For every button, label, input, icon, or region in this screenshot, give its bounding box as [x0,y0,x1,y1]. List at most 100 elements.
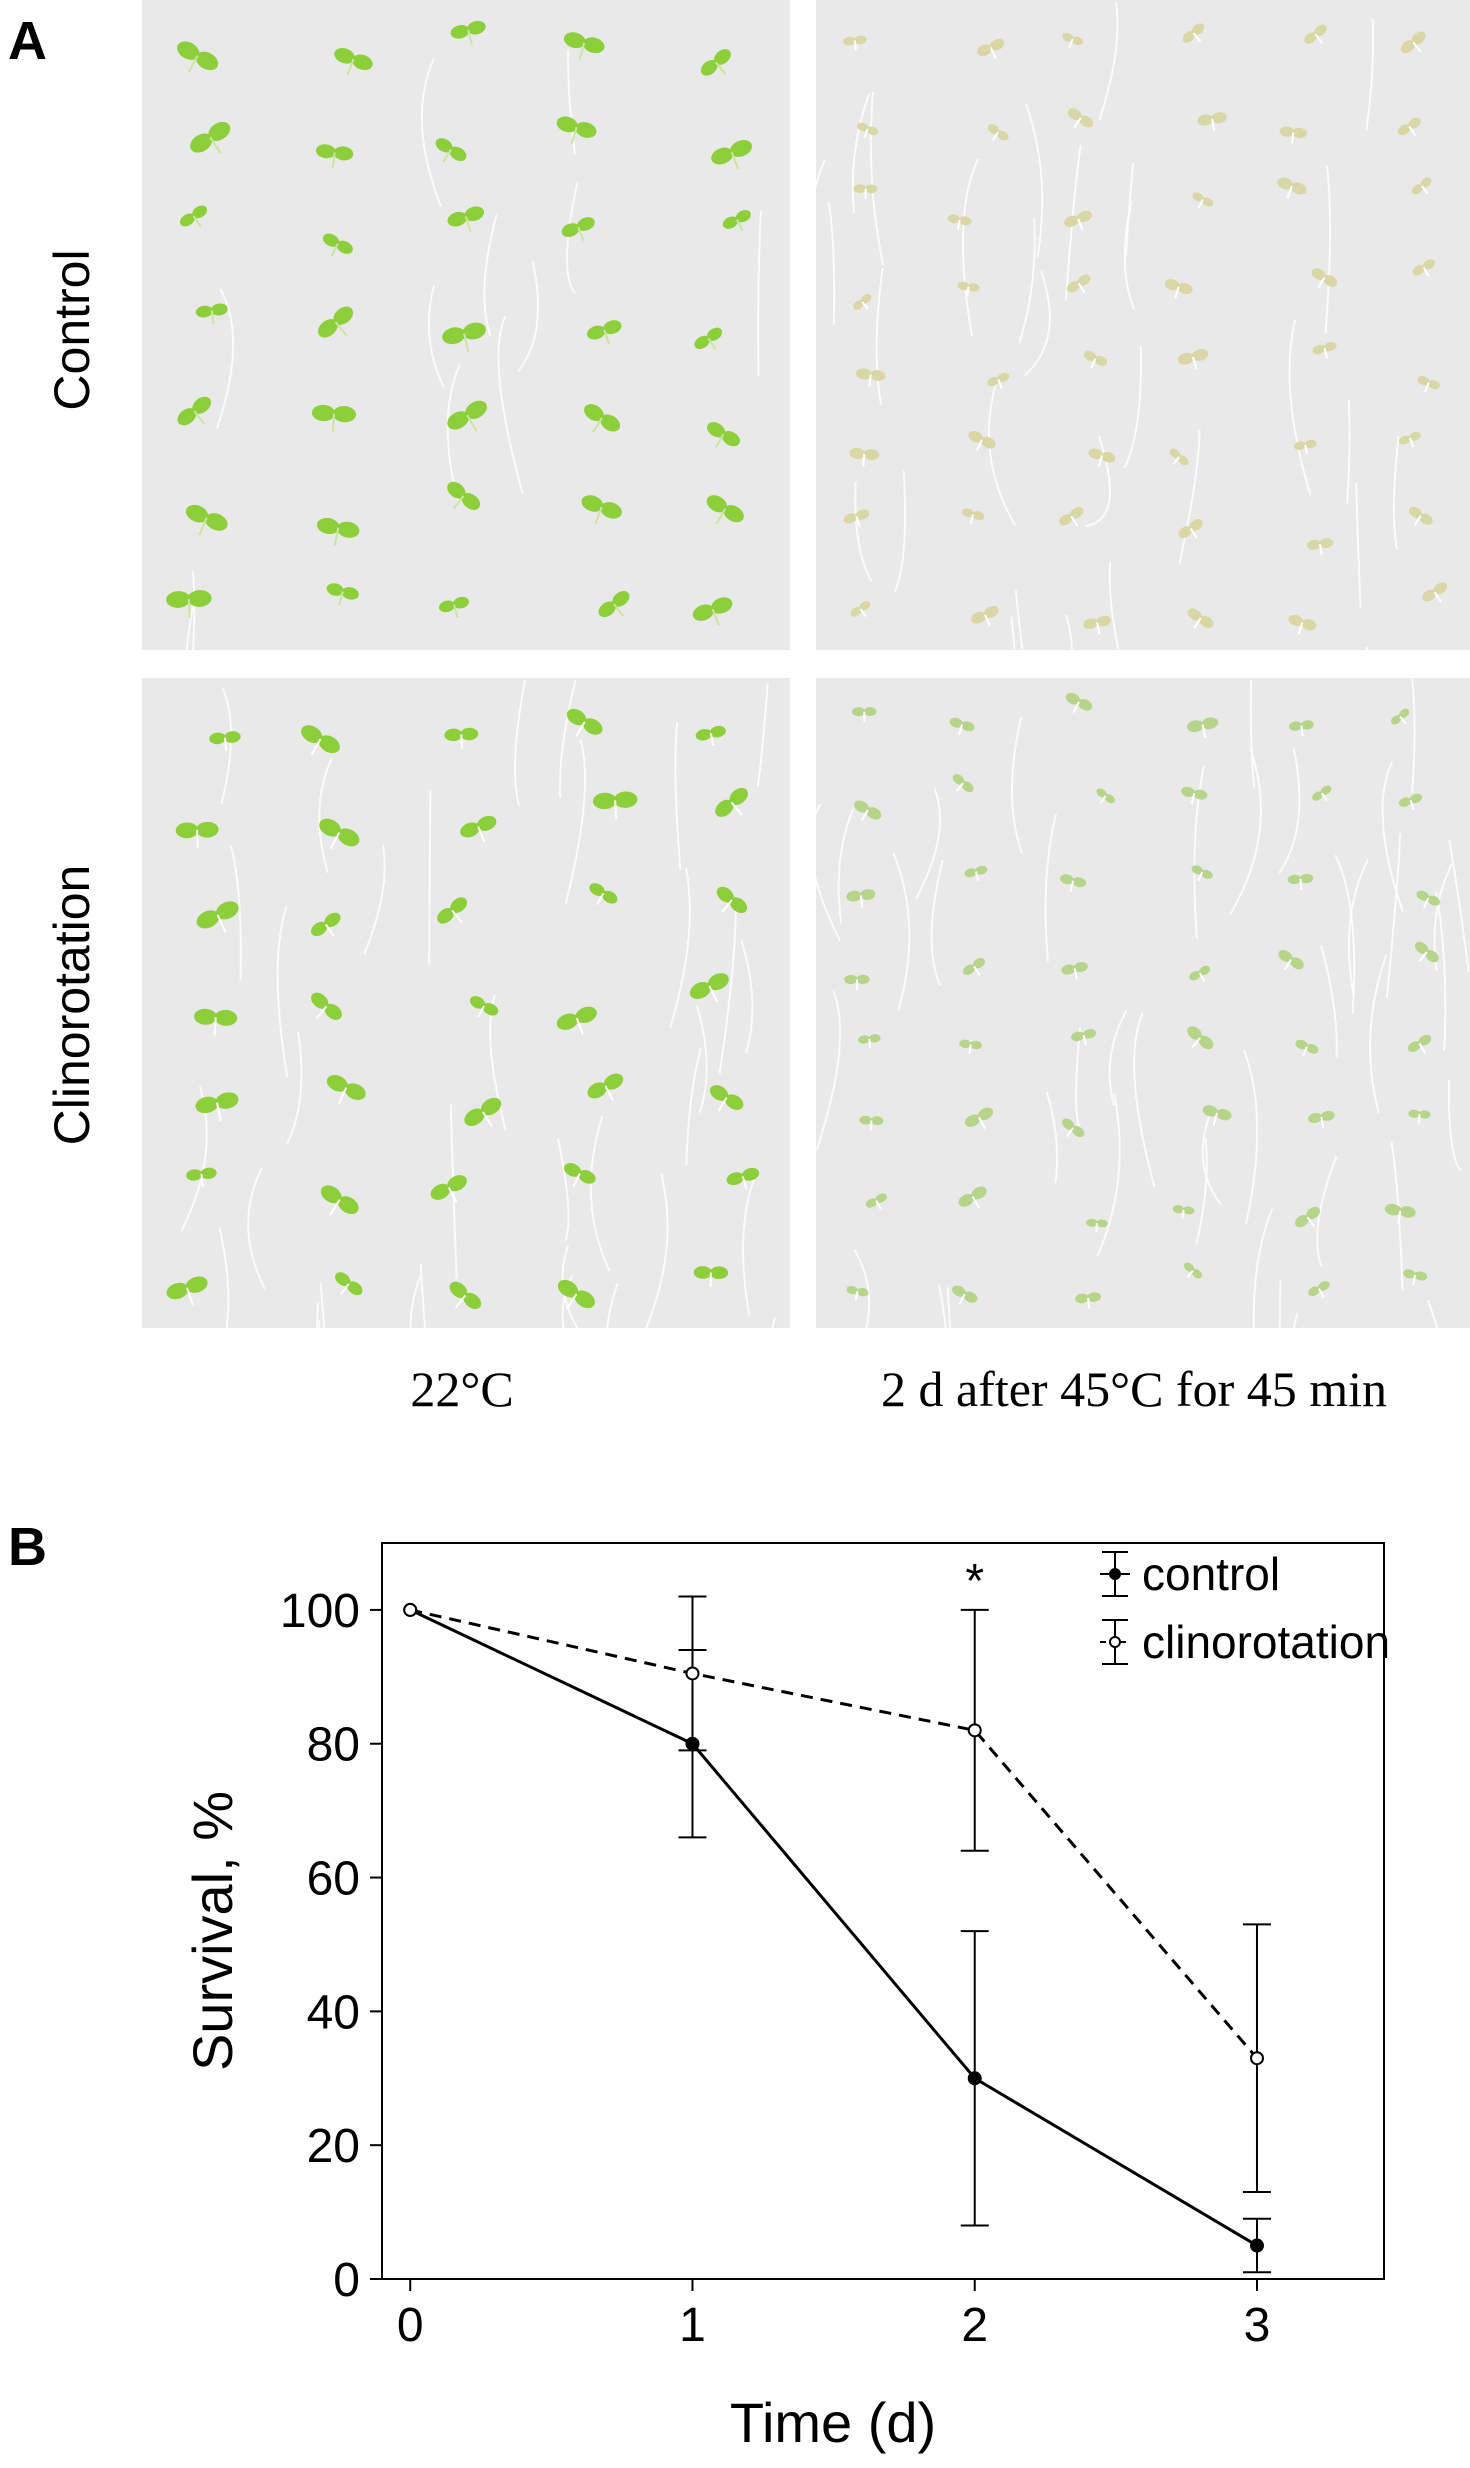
y-tick-label: 40 [307,1986,360,2039]
seedling [1288,614,1317,635]
seedling [1417,375,1440,393]
seedling [320,1185,359,1216]
x-tick-label: 1 [679,2299,706,2352]
seedling [556,116,597,145]
seedling [1398,793,1423,811]
seedling [566,708,603,737]
row-label-clinorotation: Clinorotation [44,864,100,1146]
seedling [963,957,986,976]
seedling [1408,1109,1431,1124]
seedling [430,1175,467,1203]
seedling [1187,717,1219,738]
seedling [326,583,359,606]
seedling [1306,538,1334,556]
seedling [1197,112,1227,132]
seedling [564,1163,596,1187]
legend-marker-clinorotation [1109,1636,1121,1648]
seedling [707,422,740,448]
seedling [1287,873,1314,890]
seedling [961,508,985,524]
seedling [852,707,877,722]
seedling-plate-damaged [816,0,1470,650]
seedling [694,327,723,350]
seedling [957,281,980,297]
seedling [460,815,497,842]
seedling [435,138,467,163]
seedling [865,1193,887,1210]
seedling [1279,126,1308,144]
seedling [316,517,360,546]
seedling [1169,448,1189,466]
point-clinorotation [403,1602,418,1617]
seedling [1407,1034,1432,1054]
seedling [557,1279,595,1310]
seedling [587,1073,624,1102]
seedling [1400,31,1426,54]
seedling [447,206,485,232]
seedling [563,32,605,60]
seedling [1083,615,1111,635]
panel-a-letter: A [8,11,47,71]
point-clinorotation [685,1666,700,1681]
seedling [1182,23,1205,43]
seedling [1096,788,1115,804]
seedling [186,1167,217,1188]
seedling [581,495,622,524]
seedling [1086,1218,1108,1233]
seedling [195,303,228,325]
photo-control-heat [816,0,1470,650]
seedling [952,1285,978,1305]
seedling [846,889,876,908]
seedling [177,396,212,426]
seedling [849,447,880,467]
seedling [726,1167,760,1191]
seedling [1164,279,1193,299]
seedling [859,1115,884,1131]
seedling [464,1097,502,1128]
seedling [1191,865,1213,882]
y-tick-label: 100 [280,1585,360,1638]
seedling [1293,439,1317,455]
y-axis-label: Survival, % [181,1791,244,2071]
seedling [965,1107,993,1130]
photo-clino-heat [816,678,1470,1328]
series-line-clinorotation [409,1608,1259,2060]
significance-marker: * [965,1555,984,1608]
y-tick-label: 60 [307,1853,360,1906]
seedling [1064,210,1092,231]
seedling [444,727,479,749]
photo-control-22c [142,0,790,650]
seedling [1183,1262,1202,1279]
seedling [1312,785,1332,802]
seedling [190,121,231,154]
seedling [959,1039,982,1055]
seedling [556,1006,597,1036]
seedling [311,404,357,433]
column-label-heat: 2 d after 45°C for 45 min [880,1361,1388,1417]
seedling [1308,1281,1330,1298]
seedling [177,41,219,73]
seedling [1061,961,1088,980]
seedling [700,49,731,76]
seedling [315,144,354,169]
series-line-control [409,1608,1258,2247]
seedling [1062,1118,1085,1138]
seedling [1066,274,1091,294]
seedling [722,210,751,232]
point-clinorotation [1249,2051,1264,2066]
seedling [450,20,486,45]
seedling [958,1186,987,1209]
x-axis-label: Time (d) [730,2391,936,2454]
seedling [857,122,879,138]
seedling [1311,268,1338,289]
seedling [1391,708,1410,725]
seedling [706,495,744,525]
seedling [856,368,886,388]
seedling [335,1272,363,1296]
seedling [1411,177,1432,195]
seedling-plate-healthy [142,0,790,650]
legend-label-clinorotation: clinorotation [1142,1616,1390,1668]
seedling [1408,506,1433,526]
seedling [195,1092,239,1121]
seedling [1192,192,1214,209]
